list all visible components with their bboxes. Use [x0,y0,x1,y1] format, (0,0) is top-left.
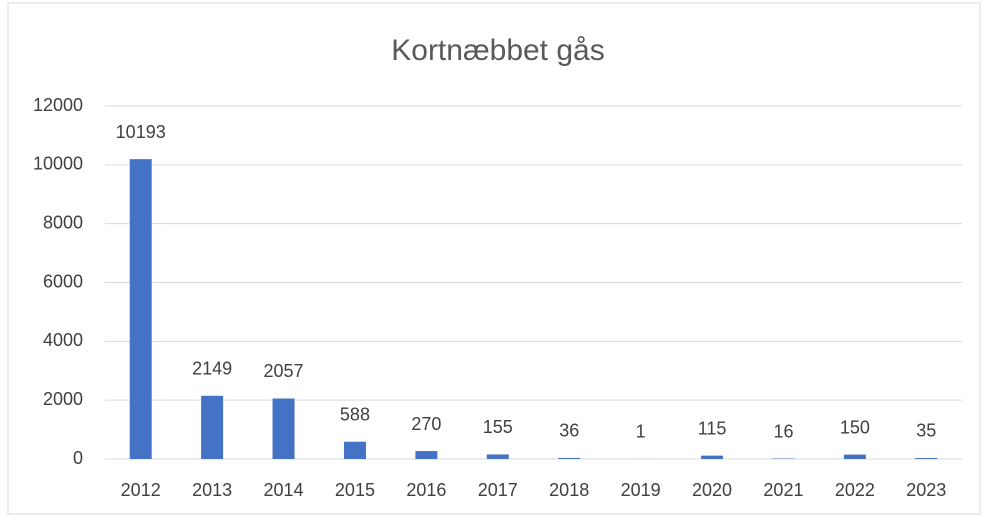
bar [343,441,366,459]
x-tick-label: 2014 [264,480,304,500]
bar [415,451,438,459]
x-tick-label: 2012 [121,480,161,500]
y-tick-label: 6000 [43,271,83,291]
data-label: 16 [773,421,793,441]
data-label: 155 [483,417,513,437]
bar [701,455,724,459]
data-label: 1 [636,422,646,442]
x-tick-label: 2023 [906,480,946,500]
x-tick-label: 2013 [192,480,232,500]
chart-title: Kortnæbbet gås [391,34,604,67]
bar [843,454,866,459]
x-tick-label: 2018 [549,480,589,500]
x-tick-label: 2020 [692,480,732,500]
bar [272,398,295,459]
x-tick-label: 2017 [478,480,518,500]
bar [486,454,509,459]
data-label: 10193 [116,122,166,142]
bar [201,395,224,459]
y-tick-label: 12000 [33,95,83,115]
data-label: 588 [340,404,370,424]
x-tick-label: 2022 [835,480,875,500]
y-tick-label: 8000 [43,212,83,232]
x-tick-label: 2015 [335,480,375,500]
data-label: 36 [559,421,579,441]
y-tick-label: 2000 [43,389,83,409]
x-tick-label: 2016 [406,480,446,500]
bar [558,457,581,459]
data-label: 150 [840,417,870,437]
y-tick-label: 4000 [43,330,83,350]
data-label: 35 [916,421,936,441]
data-label: 270 [411,414,441,434]
chart-border [7,2,981,515]
y-tick-label: 10000 [33,154,83,174]
data-label: 2057 [264,361,304,381]
bar [915,457,938,459]
y-tick-label: 0 [73,448,83,468]
bar [129,159,152,459]
x-tick-label: 2019 [621,480,661,500]
data-label: 115 [698,418,727,438]
data-label: 2149 [192,359,232,379]
x-tick-label: 2021 [763,480,803,500]
